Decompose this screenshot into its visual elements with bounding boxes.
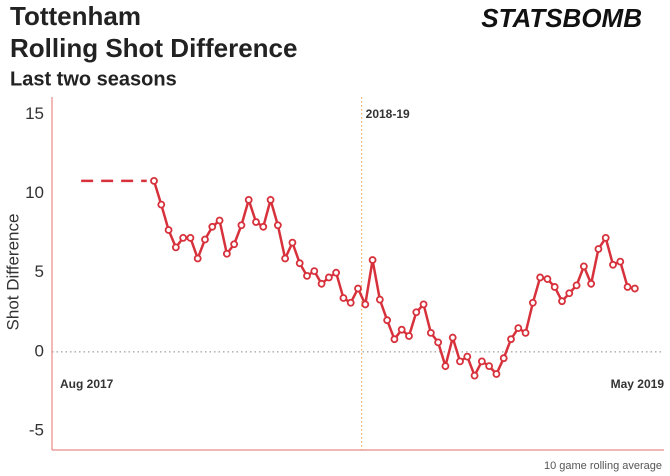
- point: [317, 279, 326, 288]
- point: [171, 243, 180, 252]
- point: [630, 284, 639, 293]
- point: [215, 216, 224, 225]
- point: [470, 371, 479, 380]
- point: [361, 300, 370, 309]
- point: [587, 279, 596, 288]
- point: [186, 233, 195, 242]
- chart-subtitle: Last two seasons: [10, 68, 177, 90]
- point: [230, 240, 239, 249]
- point: [237, 221, 246, 230]
- point: [543, 275, 552, 283]
- point: [609, 260, 617, 269]
- season-label: 2018-19: [366, 107, 410, 121]
- end-label: May 2019: [611, 377, 665, 391]
- y-tick-label: 15: [25, 104, 44, 123]
- y-tick-label: 10: [25, 183, 44, 202]
- y-axis-label: Shot Difference: [3, 214, 22, 331]
- point: [565, 289, 574, 298]
- point: [157, 200, 166, 209]
- point: [514, 324, 523, 333]
- point: [623, 283, 632, 291]
- point: [536, 273, 545, 282]
- point: [521, 328, 530, 337]
- point: [368, 256, 377, 264]
- point: [448, 333, 457, 342]
- point: [390, 335, 399, 344]
- point: [550, 283, 559, 291]
- point: [434, 338, 443, 347]
- point: [558, 297, 566, 306]
- point: [419, 300, 428, 309]
- point: [463, 352, 472, 361]
- point: [507, 335, 515, 344]
- point: [244, 195, 253, 204]
- footnote: 10 game rolling average: [544, 460, 662, 472]
- point: [397, 325, 406, 334]
- point: [572, 281, 581, 290]
- point: [208, 222, 217, 231]
- point: [499, 354, 508, 363]
- point: [252, 218, 260, 226]
- point: [295, 259, 304, 268]
- start-label: Aug 2017: [60, 377, 114, 391]
- point: [485, 362, 494, 371]
- point: [164, 226, 173, 234]
- point: [303, 271, 311, 280]
- point: [383, 316, 392, 325]
- line: [152, 180, 636, 379]
- point: [339, 294, 348, 302]
- point: [332, 268, 341, 277]
- point: [193, 254, 202, 263]
- logo: STATSBOMB: [481, 3, 642, 33]
- point: [281, 254, 290, 263]
- point: [150, 176, 158, 185]
- point: [616, 257, 625, 266]
- point: [492, 370, 501, 378]
- point: [310, 267, 319, 276]
- point: [601, 233, 610, 242]
- point: [346, 298, 355, 307]
- point: [259, 222, 268, 231]
- point: [354, 284, 362, 293]
- point: [456, 357, 464, 366]
- point: [324, 273, 333, 282]
- chart-title: Tottenham: [10, 1, 141, 31]
- point: [426, 328, 435, 337]
- point: [477, 357, 486, 366]
- point: [594, 245, 603, 253]
- point: [288, 238, 297, 247]
- point: [405, 332, 413, 340]
- point: [273, 221, 282, 230]
- y-tick-label: -5: [29, 420, 44, 439]
- point: [179, 233, 188, 242]
- point: [579, 262, 588, 271]
- chart-subtitle: Rolling Shot Difference: [10, 33, 297, 63]
- point: [412, 308, 421, 317]
- y-tick-label: 5: [35, 262, 44, 281]
- y-tick-label: 0: [35, 341, 44, 360]
- point: [441, 362, 450, 371]
- point: [528, 298, 537, 307]
- point: [201, 235, 209, 244]
- point: [375, 295, 384, 304]
- point: [222, 249, 231, 258]
- point: [266, 195, 275, 204]
